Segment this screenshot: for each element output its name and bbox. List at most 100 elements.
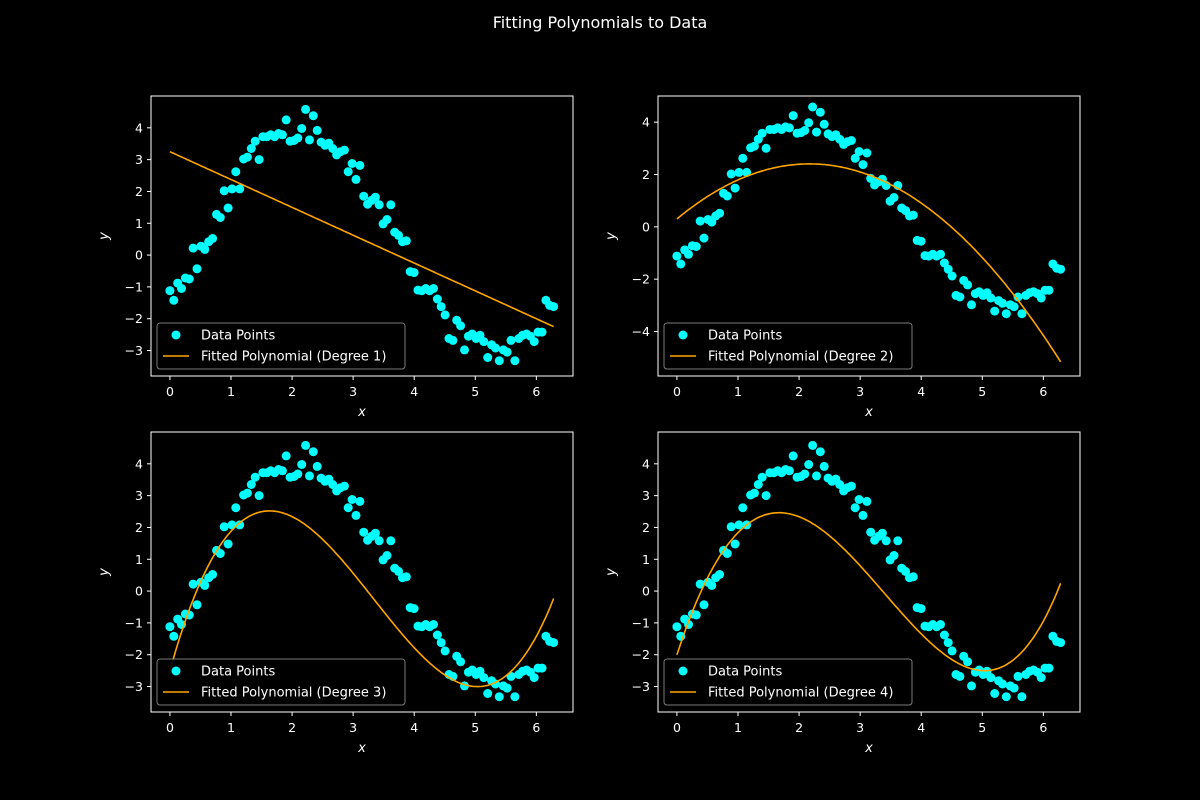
data-point [502,347,512,357]
x-tick-label: 2 [288,720,296,735]
x-tick-label: 0 [166,720,174,735]
data-point [184,274,194,284]
data-point [165,286,175,296]
legend-box [156,658,406,706]
legend-label-points: Data Points [201,665,275,680]
data-point [192,264,202,274]
legend: Data Points Fitted Polynomial (Degree 1) [156,322,406,370]
subplot-degree-2: 0 1 2 3 4 5 6 −4 −2 0 2 4 x y Data Points Fitted Polyno… [604,95,1081,420]
data-point [200,580,210,590]
data-point [967,300,976,310]
data-point [339,145,349,155]
legend-point-marker [678,330,688,340]
x-tick-label: 3 [856,384,864,399]
data-point [812,127,821,137]
y-tick-label: 1 [135,552,143,567]
data-point [1056,264,1066,274]
data-point [858,510,868,520]
legend: Data Points Fitted Polynomial (Degree 3) [156,658,406,706]
data-point [699,600,709,610]
data-point [208,570,218,579]
x-tick-label: 6 [1039,384,1047,399]
data-point [1009,683,1019,693]
legend-point-marker [678,666,688,676]
data-point [374,536,384,546]
data-point [494,356,504,366]
data-point [409,268,419,278]
data-point [990,689,1000,698]
y-tick-label: 4 [642,456,650,471]
data-point [200,244,210,254]
x-tick-label: 4 [917,384,925,399]
legend-label-line: Fitted Polynomial (Degree 1) [201,350,386,365]
y-tick-label: 3 [135,488,143,503]
subplot-degree-3: 0 1 2 3 4 5 6 −3 −2 −1 0 1 2 3 4 x y Data Points Fitted Po… [97,431,574,756]
data-point [846,136,856,145]
data-point [215,549,225,558]
fitted-polynomial-line [169,150,554,328]
data-point [916,236,926,246]
legend-box [156,322,406,370]
data-point [254,155,264,165]
data-point [374,200,384,210]
data-point [998,298,1007,308]
data-point [169,295,179,305]
data-point [359,527,369,537]
data-point [730,183,740,193]
data-point [738,503,748,513]
data-point [850,153,860,163]
y-tick-label: 4 [135,120,143,135]
fitted-polynomial-line [169,510,555,688]
y-tick-label: −1 [125,615,143,630]
data-point [188,579,198,589]
data-point [293,469,303,479]
data-point [757,128,767,138]
data-point [549,302,559,312]
x-tick-label: 2 [288,384,296,399]
data-point [998,679,1007,689]
data-point [699,233,709,243]
data-point [537,663,547,673]
data-point [293,133,303,143]
data-point [815,107,825,117]
data-point [850,503,860,513]
y-tick-label: 2 [642,520,650,535]
data-point [370,192,380,202]
data-point [355,160,365,170]
x-axis-label: x [357,741,366,756]
y-tick-label: −2 [632,272,650,287]
data-point [1044,663,1054,673]
data-point [695,579,705,589]
data-point [401,572,411,582]
data-point [231,167,241,177]
data-point [808,440,818,450]
legend-label-points: Data Points [201,329,275,344]
data-point [722,191,732,201]
data-point [862,148,872,158]
data-point [382,551,392,560]
data-point [908,210,918,220]
y-tick-label: −3 [125,343,143,358]
data-point [448,335,458,345]
data-point [409,604,419,614]
y-tick-label: 4 [642,115,650,130]
x-tick-label: 5 [978,720,986,735]
data-point [510,356,520,366]
data-point [854,147,864,156]
fitted-polynomial-line [676,163,1062,363]
legend-label-line: Fitted Polynomial (Degree 2) [708,350,893,365]
data-point [351,174,361,184]
data-point [819,119,829,129]
data-point [684,249,693,259]
data-point [491,343,500,353]
legend: Data Points Fitted Polynomial (Degree 4) [663,658,913,706]
y-tick-label: −3 [125,679,143,694]
axes-frame [657,95,1081,377]
data-point [749,488,759,498]
data-point [250,136,260,146]
data-point [986,673,996,683]
data-point [440,646,450,656]
data-point [169,631,179,641]
data-point [312,125,322,135]
